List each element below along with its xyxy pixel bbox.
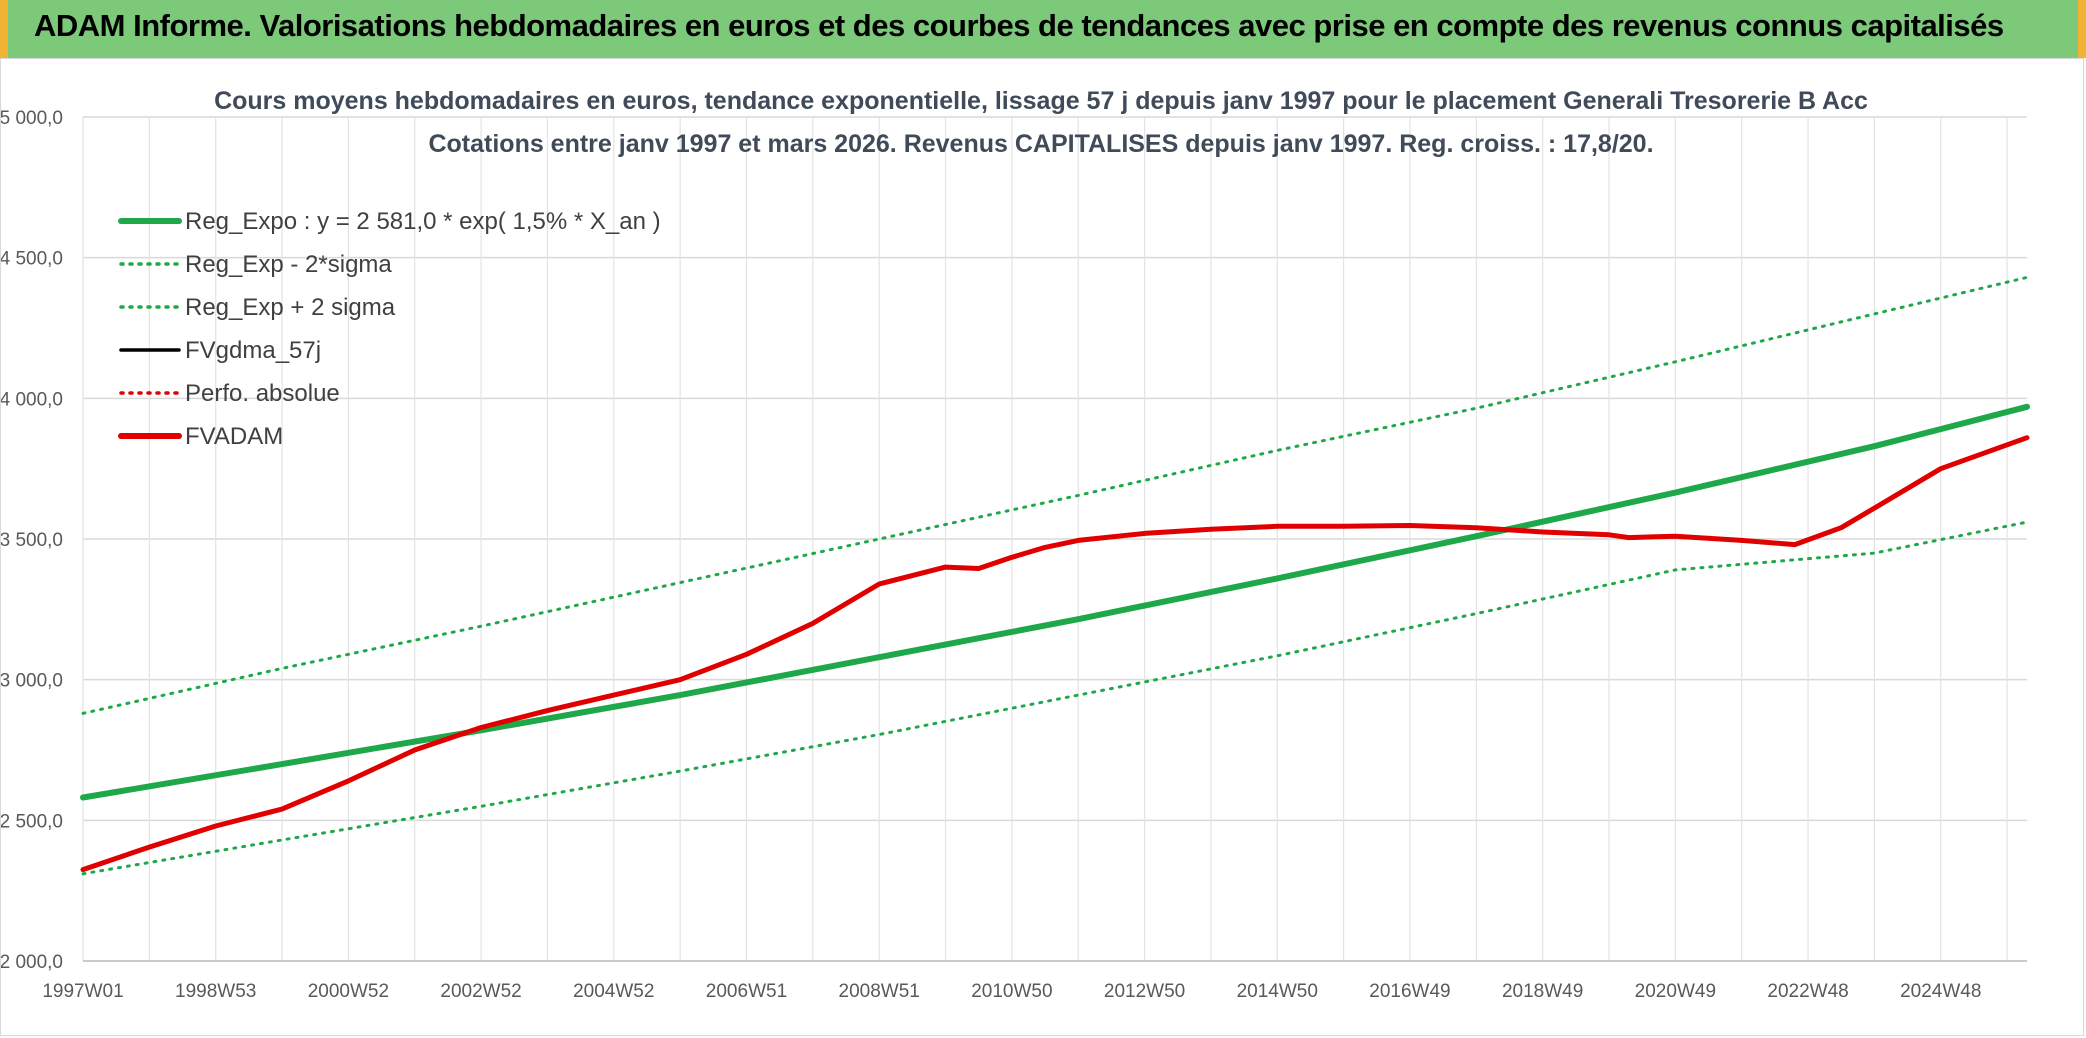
x-tick-label: 2018W49 — [1502, 981, 1583, 1002]
y-tick-label: 4 500,0 — [1, 249, 63, 270]
x-tick-label: 2020W49 — [1635, 981, 1716, 1002]
x-tick-label: 2016W49 — [1369, 981, 1450, 1002]
x-tick-label: 1997W01 — [42, 981, 123, 1002]
x-tick-label: 2000W52 — [308, 981, 389, 1002]
series-line-0 — [80, 403, 2030, 801]
exponential-trend-chart: 2 000,0 2 500,0 3 000,0 3 500,0 4 000,0 4 500… — [1, 87, 2030, 1002]
report-title: ADAM Informe. Valorisations hebdomadaire… — [34, 8, 2004, 43]
series-line-5 — [80, 435, 2030, 873]
x-tick-label: 2024W48 — [1900, 981, 1981, 1002]
x-tick-label: 1998W53 — [175, 981, 256, 1002]
y-tick-label: 3 500,0 — [1, 530, 63, 551]
x-tick-label: 2008W51 — [839, 981, 920, 1002]
x-tick-label: 2022W48 — [1767, 981, 1848, 1002]
series-line-2 — [81, 275, 2029, 715]
legend-label: Reg_Exp + 2 sigma — [185, 294, 396, 321]
x-tick-label: 2014W50 — [1237, 981, 1318, 1002]
x-tick-label: 2010W50 — [971, 981, 1052, 1002]
legend-label: FVADAM — [185, 423, 283, 450]
x-tick-label: 2002W52 — [440, 981, 521, 1002]
legend-label: Reg_Expo : y = 2 581,0 * exp( 1,5% * X_a… — [185, 208, 661, 235]
series-line-1 — [81, 520, 2029, 876]
y-tick-label: 3 000,0 — [1, 671, 63, 692]
x-tick-label: 2004W52 — [573, 981, 654, 1002]
legend-label: FVgdma_57j — [185, 337, 321, 364]
legend-label: Reg_Exp - 2*sigma — [185, 251, 392, 278]
x-tick-label: 2012W50 — [1104, 981, 1185, 1002]
legend-label: Perfo. absolue — [185, 380, 340, 407]
report-banner: ADAM Informe. Valorisations hebdomadaire… — [0, 0, 2086, 58]
y-tick-label: 2 500,0 — [1, 811, 63, 832]
y-tick-label: 5 000,0 — [1, 108, 63, 129]
y-tick-label: 4 000,0 — [1, 389, 63, 410]
chart-title: Cours moyens hebdomadaires en euros, ten… — [214, 87, 1868, 115]
x-tick-label: 2006W51 — [706, 981, 787, 1002]
chart-frame: 2 000,0 2 500,0 3 000,0 3 500,0 4 000,0 4 500… — [0, 58, 2084, 1036]
chart-subtitle: Cotations entre janv 1997 et mars 2026. … — [428, 130, 1653, 158]
y-tick-label: 2 000,0 — [1, 952, 63, 973]
